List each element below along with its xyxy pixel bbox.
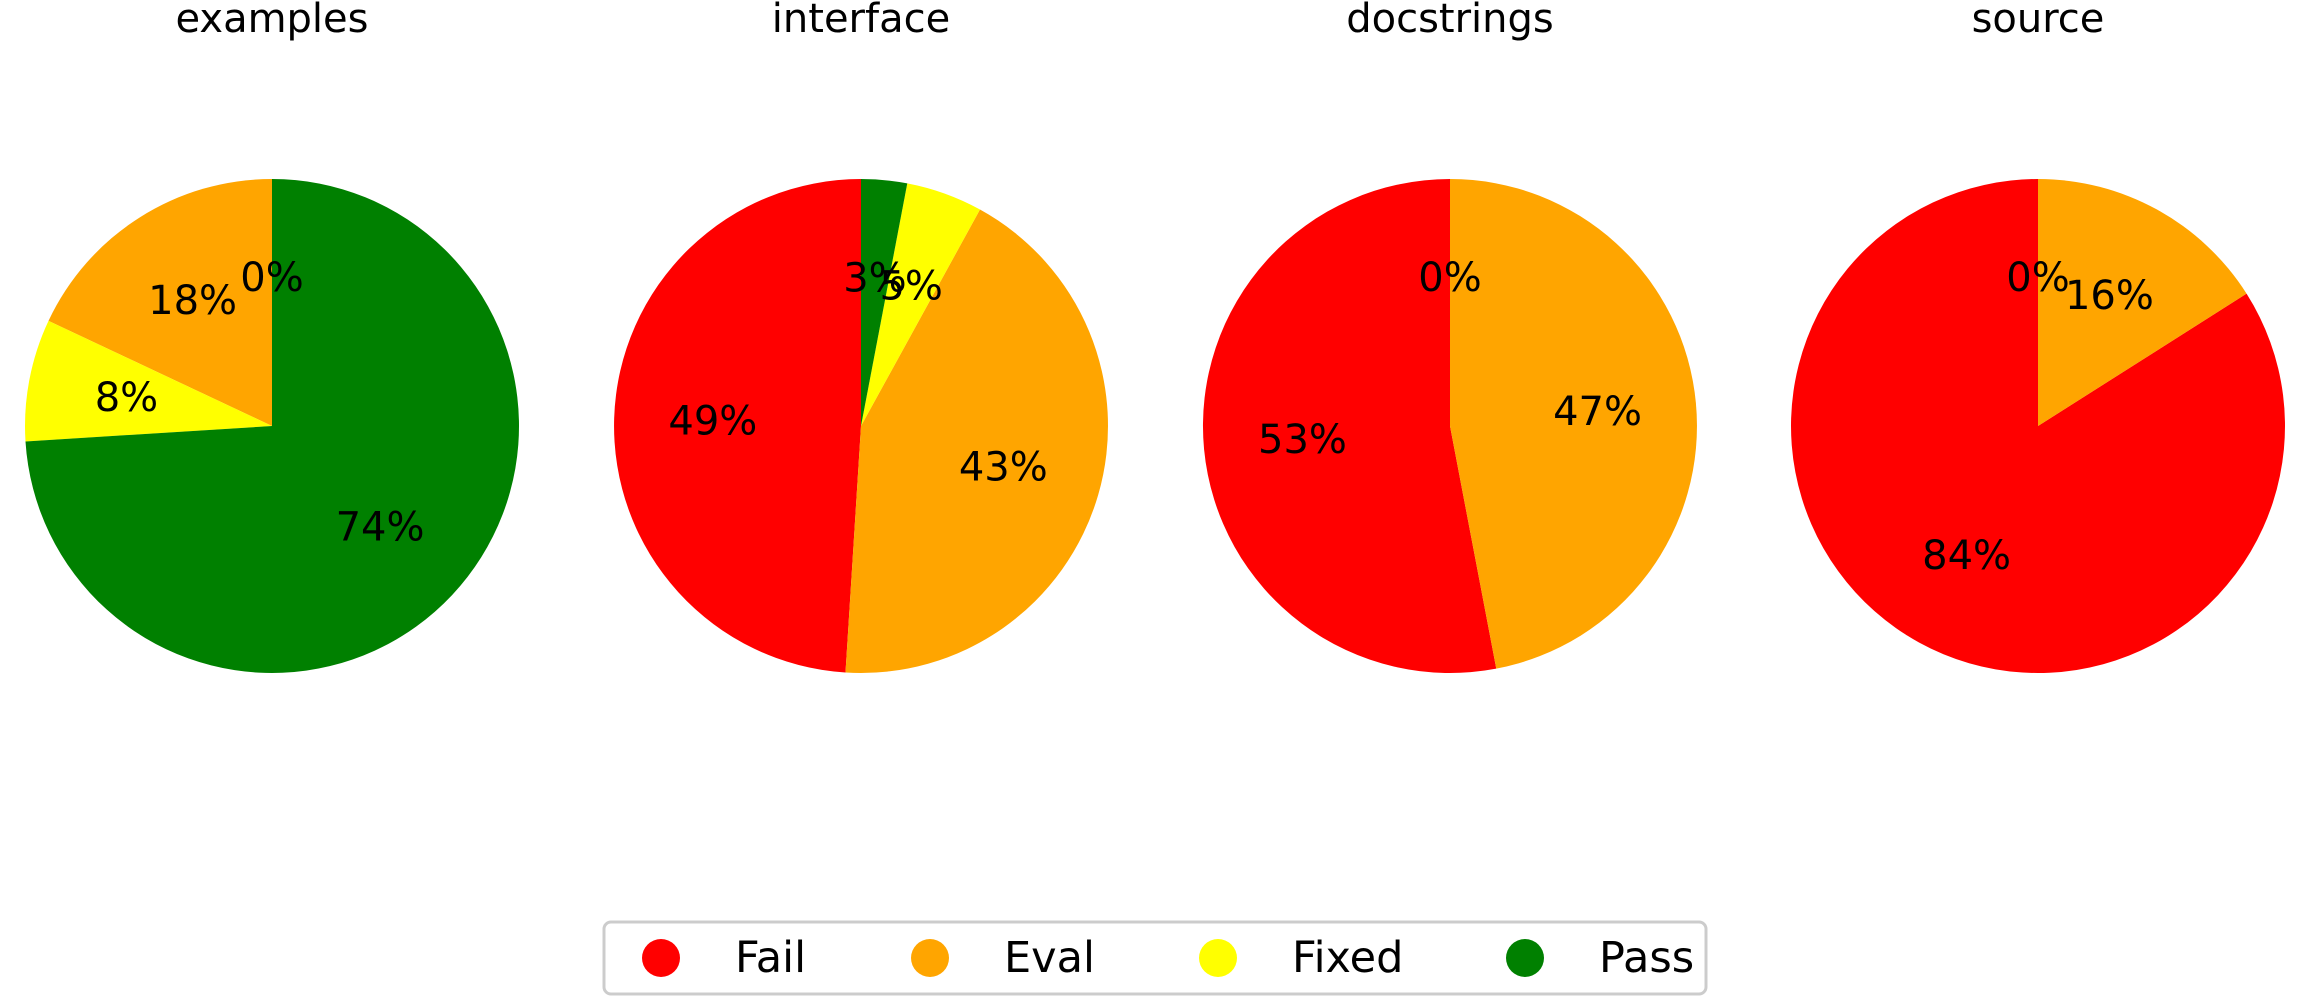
pie-title: docstrings [1346, 0, 1554, 42]
pie-slice-fixed [25, 320, 272, 442]
pie-slice-eval [1450, 179, 1697, 669]
slice-percent-label: 84% [1922, 533, 2011, 579]
pie-title: examples [175, 0, 368, 42]
legend-item-eval: Eval [911, 933, 1095, 983]
pie-slice-pass [25, 179, 520, 674]
slice-percent-label: 5% [879, 264, 942, 310]
pie-examples: examples 0%18% 8% 74% [25, 0, 520, 674]
legend-label: Fixed [1292, 933, 1403, 983]
slice-percent-label: 8% [95, 375, 158, 421]
slice-percent-label: 0% [1418, 255, 1481, 301]
pie-slice-fail [614, 179, 861, 673]
legend-box [602, 920, 1708, 996]
legend-marker [1506, 939, 1544, 977]
slice-percent-label: 3% [843, 255, 906, 301]
pie-docstrings: docstrings 53% 47% 0% [1202, 0, 1697, 674]
pie-slice-fail [1202, 179, 1497, 674]
pie-slice-fail [1791, 179, 2286, 673]
legend-label: Pass [1599, 933, 1694, 983]
legend: Fail Eval Fixed Pass [602, 920, 1708, 996]
legend-label: Eval [1004, 933, 1095, 983]
pie-slice-eval [48, 179, 273, 426]
pie-source: source 84% 16%0% [1791, 0, 2286, 673]
slice-percent-label: 0% [2006, 255, 2069, 301]
slice-percent-label: 0% [240, 255, 303, 301]
pies-layer: examples0%18%8%74%interface49%43%5%3%doc… [25, 0, 2286, 674]
slice-percent-label: 18% [148, 278, 237, 324]
slice-percent-label: 53% [1258, 417, 1347, 463]
slice-percent-label: 74% [336, 504, 425, 550]
pie-interface: interface 49% 43% 5%3% [614, 0, 1108, 673]
pie-slice-eval [845, 209, 1108, 673]
legend-marker [1199, 939, 1237, 977]
slice-percent-label: 43% [959, 444, 1048, 490]
pie-slice-eval [2038, 179, 2247, 426]
pie-title: source [1972, 0, 2105, 42]
legend-marker [911, 939, 949, 977]
legend-marker [642, 939, 680, 977]
slice-percent-label: 16% [2065, 273, 2154, 319]
slice-percent-label: 47% [1553, 389, 1642, 435]
legend-item-fixed: Fixed [1199, 933, 1403, 983]
legend-item-pass: Pass [1506, 933, 1694, 983]
legend-item-fail: Fail [642, 933, 806, 983]
legend-label: Fail [735, 933, 806, 983]
pie-title: interface [772, 0, 950, 42]
slice-percent-label: 49% [668, 398, 757, 444]
pie-slice-fixed [861, 183, 980, 426]
pie-slice-pass [861, 179, 908, 426]
